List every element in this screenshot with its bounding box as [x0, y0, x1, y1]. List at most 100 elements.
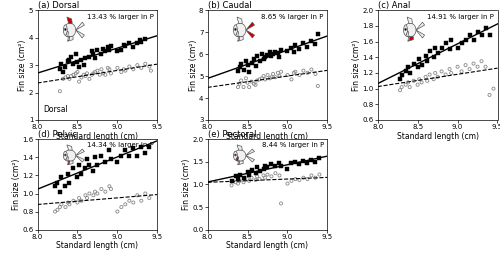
Point — [253, 54, 261, 59]
Point — [312, 160, 320, 164]
Point — [260, 173, 268, 178]
Point — [75, 79, 83, 84]
Point — [122, 202, 130, 206]
Point — [415, 57, 423, 61]
Point — [454, 65, 462, 69]
Point — [300, 41, 308, 45]
Polygon shape — [416, 30, 424, 38]
Polygon shape — [237, 17, 242, 23]
Point — [75, 196, 83, 200]
Point — [240, 176, 248, 180]
Point — [134, 63, 141, 67]
Point — [252, 171, 260, 175]
X-axis label: Standard length (cm): Standard length (cm) — [56, 132, 138, 141]
Point — [78, 75, 86, 79]
Polygon shape — [66, 156, 68, 161]
Point — [245, 179, 253, 183]
Point — [114, 209, 122, 214]
Point — [126, 41, 134, 45]
Point — [470, 38, 478, 42]
Point — [244, 81, 252, 85]
Point — [94, 69, 102, 73]
Point — [86, 163, 94, 167]
Point — [410, 61, 418, 66]
Point — [266, 50, 274, 54]
Point — [102, 73, 110, 77]
Point — [482, 65, 490, 69]
Point — [122, 69, 130, 73]
Polygon shape — [66, 31, 68, 37]
Point — [142, 62, 150, 66]
Ellipse shape — [65, 151, 75, 160]
Point — [146, 196, 154, 200]
Point — [446, 47, 454, 52]
Polygon shape — [67, 145, 72, 150]
Point — [88, 49, 96, 53]
Y-axis label: Fin size (cm²): Fin size (cm²) — [352, 39, 361, 91]
Point — [106, 148, 114, 152]
Point — [64, 200, 72, 205]
Point — [260, 167, 268, 171]
Point — [418, 80, 426, 84]
Point — [90, 71, 98, 75]
Polygon shape — [238, 161, 243, 165]
Point — [107, 44, 115, 48]
Polygon shape — [236, 156, 238, 161]
Point — [67, 74, 75, 78]
Point — [86, 77, 94, 81]
Point — [256, 177, 264, 181]
Point — [276, 55, 283, 60]
Point — [277, 70, 285, 74]
Point — [236, 173, 244, 177]
Text: (a) Dorsal: (a) Dorsal — [38, 1, 79, 10]
Point — [300, 176, 308, 180]
Point — [94, 48, 102, 52]
Point — [107, 71, 115, 75]
Point — [106, 184, 114, 188]
Point — [277, 48, 285, 52]
Point — [442, 72, 450, 77]
Point — [88, 73, 96, 77]
Point — [288, 161, 296, 165]
Point — [91, 155, 99, 159]
Point — [266, 76, 274, 80]
Point — [446, 67, 454, 71]
Point — [142, 37, 150, 41]
Point — [104, 45, 112, 49]
Point — [62, 64, 70, 69]
Point — [54, 181, 62, 185]
Point — [74, 70, 82, 74]
Point — [142, 191, 150, 196]
Point — [147, 69, 155, 73]
Point — [253, 165, 261, 170]
Point — [447, 71, 455, 75]
Point — [308, 39, 316, 43]
Point — [478, 33, 486, 37]
Point — [72, 52, 80, 56]
Point — [284, 73, 292, 77]
Ellipse shape — [404, 28, 406, 30]
Ellipse shape — [234, 23, 246, 37]
Polygon shape — [68, 37, 73, 41]
Point — [272, 171, 280, 175]
Point — [434, 75, 442, 79]
Point — [248, 176, 256, 180]
Point — [56, 205, 64, 209]
Point — [64, 59, 72, 63]
Point — [447, 38, 455, 42]
Point — [236, 65, 244, 69]
Point — [118, 70, 126, 74]
Polygon shape — [408, 36, 410, 41]
Point — [94, 163, 102, 167]
Point — [90, 52, 98, 56]
Point — [462, 63, 469, 67]
Polygon shape — [67, 17, 72, 23]
Point — [316, 173, 324, 177]
Point — [74, 200, 82, 205]
Polygon shape — [236, 31, 238, 37]
Point — [272, 75, 280, 79]
Point — [62, 75, 70, 79]
Point — [406, 85, 413, 89]
Point — [256, 77, 264, 82]
Ellipse shape — [64, 150, 76, 161]
